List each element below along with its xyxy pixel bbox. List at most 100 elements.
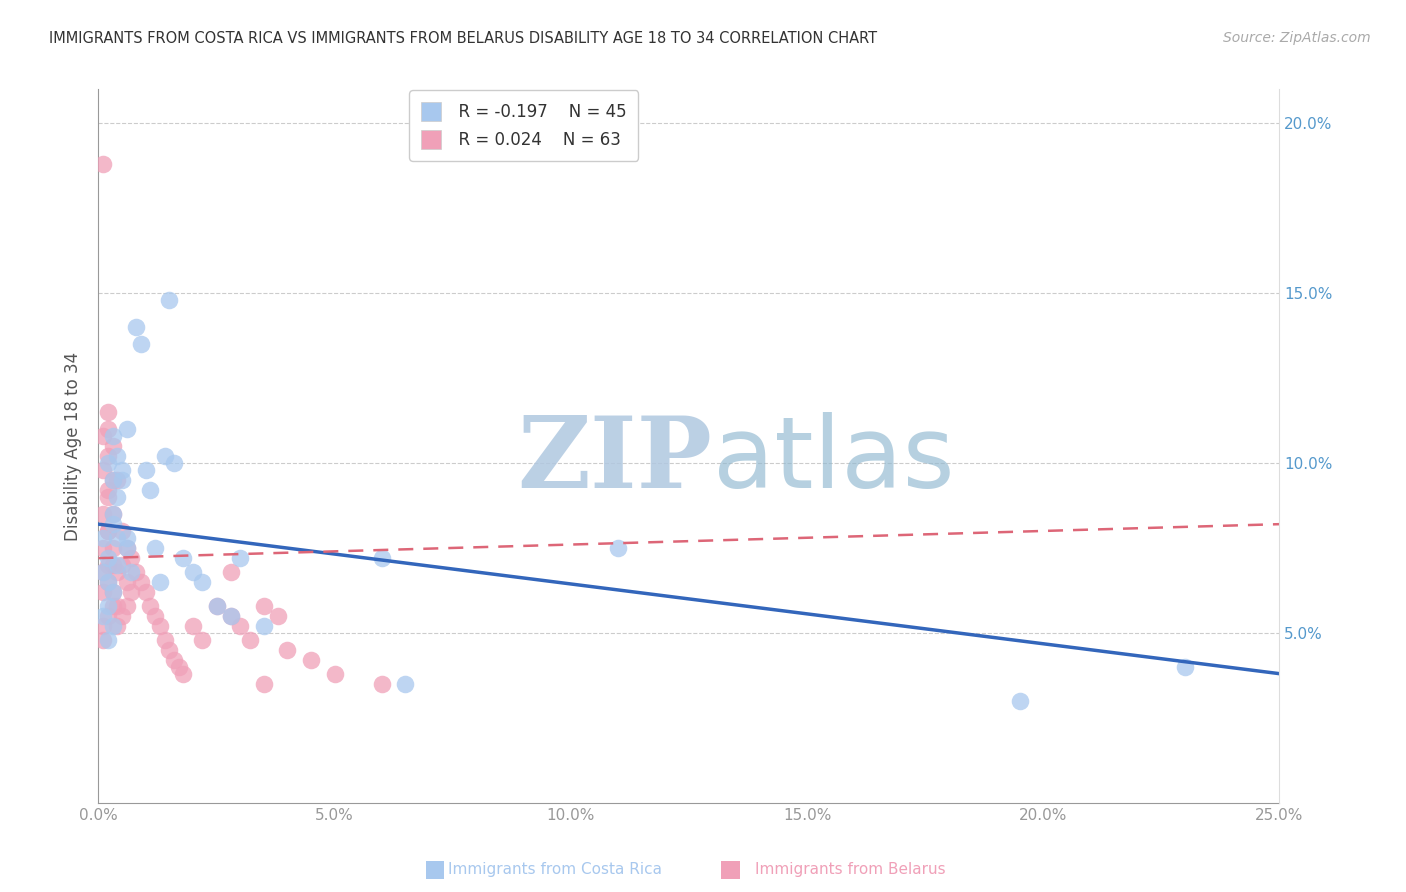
Point	[101, 429, 124, 443]
Point	[101, 619, 124, 633]
Point	[299, 653, 322, 667]
Point	[115, 541, 138, 555]
Point	[121, 551, 143, 566]
Point	[97, 449, 120, 463]
Point	[172, 666, 194, 681]
Point	[101, 599, 124, 613]
Point	[97, 524, 120, 538]
Point	[153, 632, 176, 647]
Point	[115, 574, 138, 589]
Point	[101, 507, 124, 521]
Point	[115, 541, 138, 555]
Point	[167, 660, 190, 674]
Point	[111, 524, 134, 538]
Point	[101, 439, 124, 453]
Text: Immigrants from Costa Rica: Immigrants from Costa Rica	[449, 863, 662, 877]
Point	[125, 565, 148, 579]
Point	[111, 608, 134, 623]
Point	[101, 473, 124, 487]
Point	[219, 608, 242, 623]
Point	[97, 551, 120, 566]
Point	[105, 619, 128, 633]
Point	[111, 473, 134, 487]
Point	[172, 551, 194, 566]
Point	[229, 619, 252, 633]
Point	[191, 574, 214, 589]
Point	[139, 483, 162, 498]
Text: Source: ZipAtlas.com: Source: ZipAtlas.com	[1223, 31, 1371, 45]
Point	[97, 632, 120, 647]
Point	[143, 541, 166, 555]
Point	[394, 677, 416, 691]
Point	[91, 531, 114, 545]
Point	[101, 507, 124, 521]
Point	[91, 429, 114, 443]
Point	[91, 619, 114, 633]
Point	[111, 558, 134, 572]
Point	[157, 643, 180, 657]
Point	[1008, 694, 1031, 708]
Point	[129, 337, 152, 351]
Text: ZIP: ZIP	[517, 412, 713, 508]
Point	[153, 449, 176, 463]
Point	[91, 632, 114, 647]
Point	[111, 463, 134, 477]
Point	[97, 558, 120, 572]
Point	[157, 293, 180, 307]
Point	[105, 473, 128, 487]
Point	[97, 405, 120, 419]
Point	[97, 574, 120, 589]
Point	[253, 619, 276, 633]
Point	[163, 456, 186, 470]
Point	[97, 483, 120, 498]
Point	[239, 632, 262, 647]
Point	[253, 677, 276, 691]
Point	[97, 574, 120, 589]
Point	[91, 463, 114, 477]
Point	[191, 632, 214, 647]
Point	[101, 585, 124, 599]
Point	[139, 599, 162, 613]
Point	[105, 531, 128, 545]
Point	[91, 507, 114, 521]
Point	[371, 551, 394, 566]
Point	[101, 473, 124, 487]
Point	[205, 599, 228, 613]
Point	[135, 463, 157, 477]
Point	[115, 599, 138, 613]
Point	[97, 490, 120, 504]
Point	[125, 320, 148, 334]
Point	[101, 558, 124, 572]
Point	[129, 574, 152, 589]
Point	[143, 608, 166, 623]
Legend:   R = -0.197    N = 45,   R = 0.024    N = 63: R = -0.197 N = 45, R = 0.024 N = 63	[409, 90, 638, 161]
Point	[101, 541, 124, 555]
Point	[163, 653, 186, 667]
Point	[121, 565, 143, 579]
Y-axis label: Disability Age 18 to 34: Disability Age 18 to 34	[65, 351, 83, 541]
Point	[91, 565, 114, 579]
Point	[115, 422, 138, 436]
Point	[205, 599, 228, 613]
Point	[91, 608, 114, 623]
Point	[97, 456, 120, 470]
Point	[91, 157, 114, 171]
Point	[91, 565, 114, 579]
Point	[267, 608, 290, 623]
Point	[276, 643, 298, 657]
Point	[91, 541, 114, 555]
Point	[105, 490, 128, 504]
Point	[371, 677, 394, 691]
Text: Immigrants from Belarus: Immigrants from Belarus	[755, 863, 946, 877]
Point	[219, 608, 242, 623]
Point	[149, 619, 172, 633]
Point	[181, 565, 204, 579]
Point	[105, 558, 128, 572]
Text: IMMIGRANTS FROM COSTA RICA VS IMMIGRANTS FROM BELARUS DISABILITY AGE 18 TO 34 CO: IMMIGRANTS FROM COSTA RICA VS IMMIGRANTS…	[49, 31, 877, 46]
Point	[97, 524, 120, 538]
Point	[97, 422, 120, 436]
Point	[101, 517, 124, 532]
Point	[135, 585, 157, 599]
Point	[105, 449, 128, 463]
Text: atlas: atlas	[713, 412, 955, 508]
